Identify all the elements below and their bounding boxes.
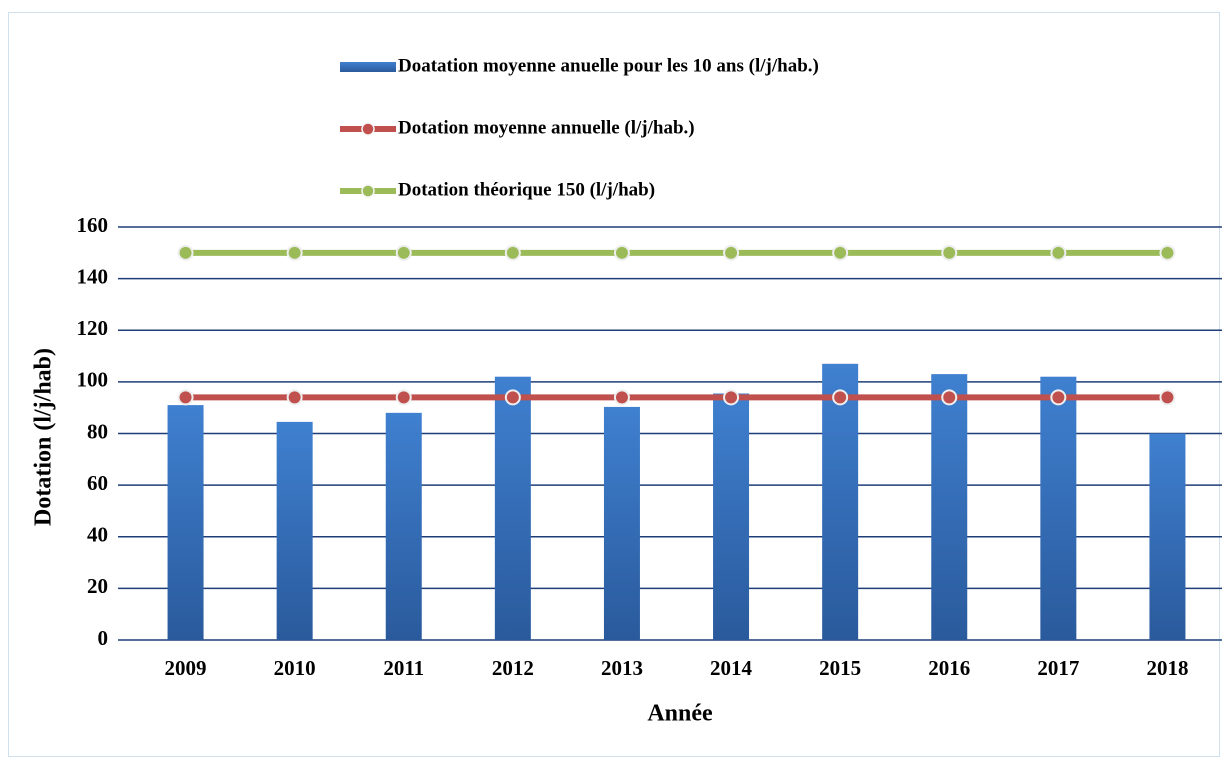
legend-label: Doatation moyenne anuelle pour les 10 an… (398, 55, 819, 76)
line-marker (613, 244, 630, 261)
x-tick-label: 2018 (1146, 656, 1188, 680)
x-tick-label: 2009 (165, 656, 207, 680)
x-tick-label: 2010 (274, 656, 316, 680)
x-tick-label: 2011 (383, 656, 424, 680)
line-marker (177, 244, 194, 261)
y-tick-label: 120 (77, 316, 109, 340)
y-tick-label: 140 (77, 264, 109, 288)
legend-marker (361, 184, 375, 198)
bar (931, 374, 968, 640)
line-marker (504, 244, 521, 261)
line-marker (1159, 244, 1176, 261)
line-marker (177, 389, 194, 406)
x-tick-label: 2014 (710, 656, 753, 680)
line-marker (395, 244, 412, 261)
x-tick-label: 2016 (928, 656, 970, 680)
line-marker (723, 244, 740, 261)
legend-marker (361, 122, 375, 136)
line-marker (832, 244, 849, 261)
bar (603, 406, 640, 640)
bar (494, 376, 531, 640)
y-tick-label: 20 (87, 574, 108, 598)
y-tick-label: 100 (77, 368, 109, 392)
y-tick-label: 0 (98, 626, 109, 650)
x-tick-label: 2015 (819, 656, 861, 680)
bar (822, 363, 859, 640)
line-marker (832, 389, 849, 406)
bar (385, 412, 422, 640)
legend-label: Dotation moyenne annuelle (l/j/hab.) (398, 117, 695, 138)
line-marker (1050, 389, 1067, 406)
bar (276, 421, 313, 640)
x-tick-label: 2012 (492, 656, 534, 680)
legend-swatch (340, 62, 396, 72)
bar (1040, 376, 1077, 640)
y-tick-label: 40 (87, 523, 108, 547)
line-marker (504, 389, 521, 406)
bar (1149, 433, 1186, 640)
line-marker (613, 389, 630, 406)
bar (167, 405, 204, 640)
y-tick-label: 160 (77, 213, 109, 237)
x-tick-label: 2017 (1037, 656, 1079, 680)
line-marker (1159, 389, 1176, 406)
line-marker (395, 389, 412, 406)
legend-label: Dotation théorique 150 (l/j/hab) (398, 179, 655, 200)
y-tick-label: 60 (87, 471, 108, 495)
y-tick-label: 80 (87, 419, 108, 443)
x-tick-label: 2013 (601, 656, 643, 680)
line-marker (286, 244, 303, 261)
line-marker (941, 389, 958, 406)
line-marker (286, 389, 303, 406)
x-axis-title: Année (647, 701, 713, 727)
line-marker (941, 244, 958, 261)
y-axis-title: Dotation (l/j/hab) (31, 348, 57, 526)
line-marker (1050, 244, 1067, 261)
line-marker (723, 389, 740, 406)
bar (713, 393, 750, 640)
